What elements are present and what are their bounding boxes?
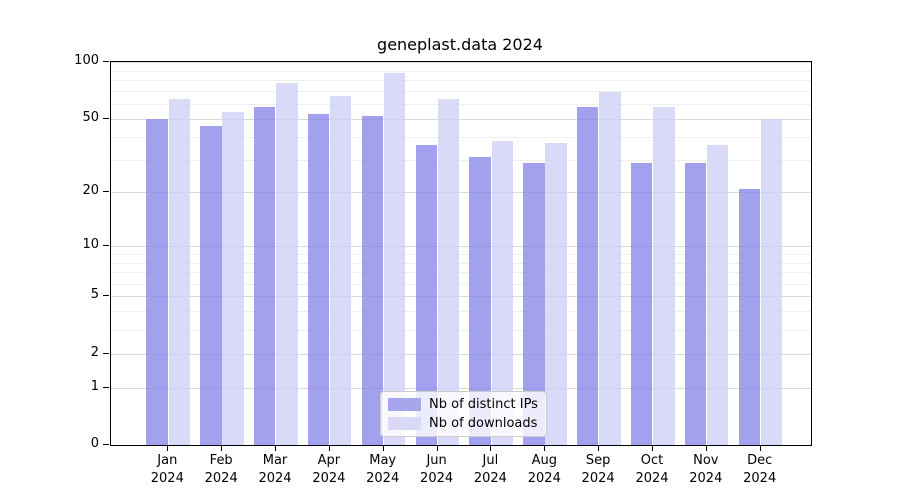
y-axis-label: 5 [90, 287, 99, 303]
bar-downloads [222, 112, 244, 445]
plot-inner [111, 62, 811, 445]
minor-gridline [111, 311, 811, 313]
x-axis-tick [652, 445, 653, 451]
chart-title: geneplast.data 2024 [377, 35, 543, 54]
bar-downloads [760, 118, 783, 445]
x-axis-label: Sep 2024 [581, 453, 615, 486]
y-axis-label: 20 [82, 183, 99, 199]
x-axis-tick [436, 445, 438, 451]
x-axis-tick [382, 445, 384, 451]
bar-distinct-ips [631, 162, 653, 445]
major-gridline [111, 296, 811, 298]
y-axis-label: 10 [82, 237, 99, 252]
x-axis-label: Nov 2024 [689, 453, 723, 486]
y-axis-tick [103, 117, 109, 119]
y-axis-tick [103, 352, 109, 354]
y-axis-tick [103, 245, 109, 246]
bar-downloads [330, 96, 352, 445]
x-axis-tick [275, 445, 276, 451]
x-axis-label: Apr 2024 [312, 453, 346, 486]
minor-gridline [111, 272, 811, 274]
bar-distinct-ips [577, 106, 599, 445]
y-axis-label: 50 [82, 109, 99, 125]
minor-gridline [111, 283, 811, 285]
minor-gridline [111, 262, 811, 264]
bar-downloads [491, 141, 513, 445]
bar-distinct-ips [146, 118, 168, 445]
minor-gridline [111, 91, 811, 93]
downloads-swatch-icon [388, 417, 421, 430]
x-axis-tick [705, 445, 707, 451]
bar-distinct-ips [684, 162, 707, 445]
y-axis-tick [103, 191, 109, 193]
minor-gridline [111, 136, 811, 138]
bar-downloads [653, 106, 675, 445]
bar-downloads [545, 143, 567, 445]
y-axis-label: 1 [90, 378, 99, 394]
bar-distinct-ips [200, 125, 222, 445]
y-axis-label: 100 [74, 53, 99, 68]
minor-gridline [111, 253, 811, 255]
bar-downloads [599, 92, 621, 445]
x-axis-label: Feb 2024 [204, 453, 238, 486]
major-gridline [111, 192, 811, 194]
legend-label-distinct-ips: Nb of distinct IPs [429, 397, 538, 412]
legend-label-downloads: Nb of downloads [429, 416, 538, 431]
major-gridline [111, 62, 811, 63]
legend: Nb of distinct IPs Nb of downloads [380, 391, 547, 437]
x-axis-label: Jul 2024 [473, 453, 507, 486]
minor-gridline [111, 160, 811, 161]
bar-downloads [437, 98, 460, 445]
y-axis-label: 2 [90, 344, 99, 360]
x-axis-tick [490, 445, 492, 451]
major-gridline [111, 118, 811, 120]
bar-distinct-ips [307, 114, 330, 445]
x-axis-label: Jan 2024 [150, 453, 184, 486]
x-axis-label: Dec 2024 [743, 453, 777, 486]
bar-distinct-ips [254, 106, 276, 445]
bar-downloads [276, 83, 298, 445]
x-axis-tick [598, 445, 600, 451]
x-axis-tick [544, 445, 546, 451]
bar-downloads [383, 73, 406, 445]
x-axis-label: May 2024 [366, 453, 400, 486]
y-axis-label: 0 [90, 436, 99, 451]
x-axis-tick [328, 445, 330, 451]
y-axis-tick [103, 386, 109, 388]
minor-gridline [111, 330, 811, 331]
major-gridline [111, 246, 811, 247]
x-axis-tick [167, 445, 169, 451]
bar-distinct-ips [361, 115, 384, 445]
bar-distinct-ips [523, 162, 545, 445]
bar-downloads [707, 145, 729, 445]
legend-entry-distinct-ips: Nb of distinct IPs [388, 397, 538, 412]
minor-gridline [111, 80, 811, 82]
x-axis-label: Aug 2024 [527, 453, 561, 486]
x-axis-label: Jun 2024 [420, 453, 454, 486]
x-axis-tick [221, 445, 223, 451]
x-axis-label: Oct 2024 [635, 453, 669, 486]
plot-area [110, 61, 812, 446]
minor-gridline [111, 103, 811, 105]
minor-gridline [111, 70, 811, 72]
y-axis-tick [103, 61, 109, 62]
y-axis-tick [103, 295, 109, 297]
bar-downloads [168, 98, 190, 445]
legend-entry-downloads: Nb of downloads [388, 416, 538, 431]
x-axis-label: Mar 2024 [258, 453, 292, 486]
bar-distinct-ips [469, 157, 491, 445]
major-gridline [111, 387, 811, 389]
x-axis-tick [759, 445, 761, 451]
y-axis-tick [103, 444, 109, 445]
major-gridline [111, 353, 811, 355]
bar-distinct-ips [738, 188, 760, 445]
distinct-ips-swatch-icon [388, 398, 421, 411]
bar-distinct-ips [415, 145, 437, 445]
